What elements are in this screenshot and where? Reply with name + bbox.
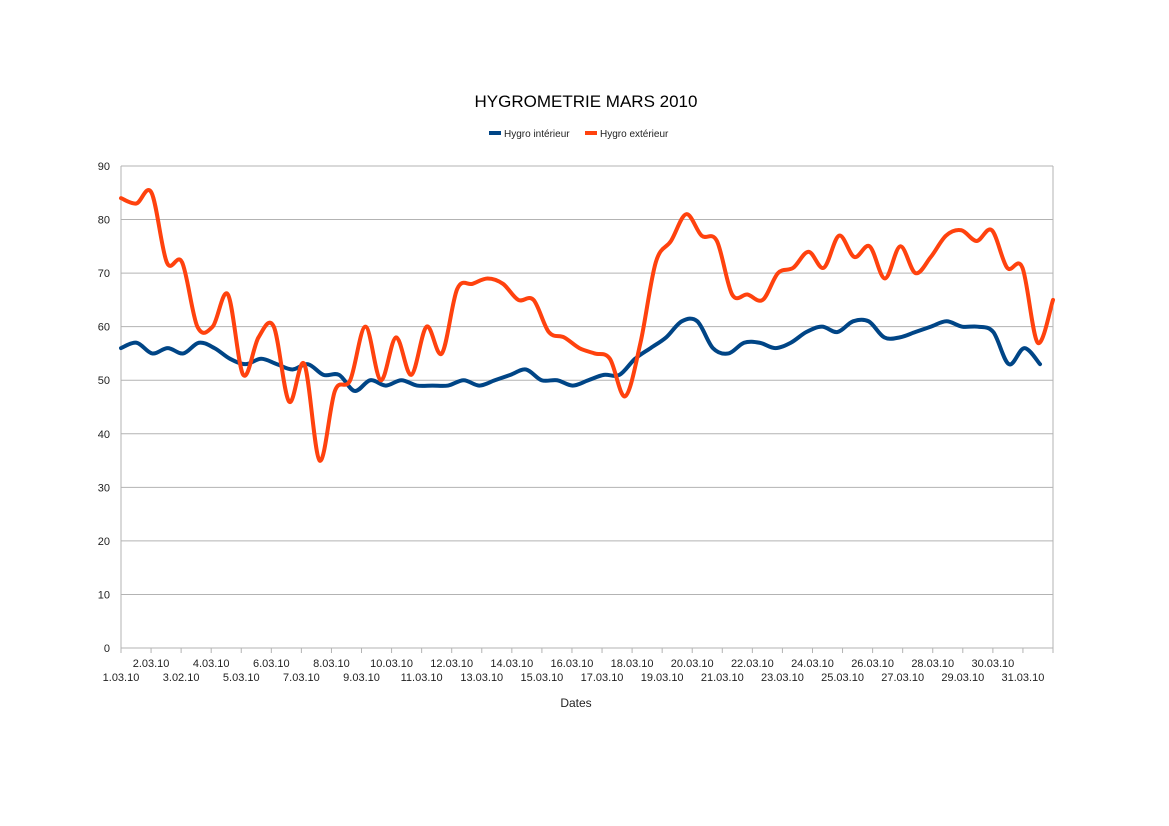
x-tick-label: 11.03.10 — [401, 672, 443, 684]
y-tick-label: 20 — [98, 536, 110, 548]
y-tick-label: 80 — [98, 215, 110, 227]
legend-swatch-exterieur — [585, 131, 597, 135]
grid — [120, 165, 1054, 649]
x-tick-label: 5.03.10 — [223, 672, 260, 684]
chart-title: HYGROMETRIE MARS 2010 — [475, 92, 698, 111]
x-tick-label: 14.03.10 — [490, 658, 533, 670]
x-axis-ticks: 1.03.10 2.03.10 3.02.10 4.03.10 5.03.10 6.03.… — [103, 648, 1054, 684]
y-tick-label: 60 — [98, 322, 110, 334]
y-tick-label: 40 — [98, 429, 110, 441]
x-tick-label: 19.03.10 — [641, 672, 684, 684]
x-tick-label: 13.03.10 — [460, 672, 503, 684]
y-tick-label: 30 — [98, 482, 110, 494]
x-tick-label: 23.03.10 — [761, 672, 804, 684]
legend-label-interieur: Hygro intérieur — [504, 129, 570, 140]
x-tick-label: 7.03.10 — [283, 672, 320, 684]
x-tick-label: 24.03.10 — [791, 658, 834, 670]
series-line-exterieur — [119, 188, 1055, 463]
legend-label-exterieur: Hygro extérieur — [600, 129, 669, 140]
x-tick-label: 3.02.10 — [163, 672, 200, 684]
x-tick-label: 28.03.10 — [911, 658, 954, 670]
series-lines — [119, 188, 1055, 463]
x-tick-label: 21.03.10 — [701, 672, 744, 684]
x-tick-label: 12.03.10 — [430, 658, 473, 670]
x-tick-label: 16.03.10 — [551, 658, 594, 670]
x-tick-label: 29.03.10 — [941, 672, 984, 684]
x-tick-label: 20.03.10 — [671, 658, 714, 670]
x-axis-label: Dates — [560, 696, 591, 710]
x-tick-label: 25.03.10 — [821, 672, 864, 684]
x-tick-label: 17.03.10 — [581, 672, 624, 684]
x-tick-label: 27.03.10 — [881, 672, 924, 684]
x-tick-label: 9.03.10 — [343, 672, 380, 684]
x-tick-label: 30.03.10 — [971, 658, 1014, 670]
y-tick-label: 50 — [98, 375, 110, 387]
x-tick-label: 2.03.10 — [133, 658, 170, 670]
y-tick-label: 90 — [98, 161, 110, 173]
x-tick-label: 18.03.10 — [611, 658, 654, 670]
x-tick-label: 1.03.10 — [103, 672, 140, 684]
y-tick-label: 10 — [98, 589, 110, 601]
x-tick-label: 6.03.10 — [253, 658, 290, 670]
x-tick-label: 22.03.10 — [731, 658, 774, 670]
x-tick-label: 31.03.10 — [1002, 672, 1045, 684]
x-tick-label: 26.03.10 — [851, 658, 894, 670]
x-tick-label: 10.03.10 — [370, 658, 413, 670]
legend: Hygro intérieur Hygro extérieur — [489, 129, 669, 140]
y-axis-ticks: 0 10 20 30 40 50 60 70 80 90 — [98, 161, 110, 655]
x-tick-label: 4.03.10 — [193, 658, 230, 670]
x-tick-label: 15.03.10 — [520, 672, 563, 684]
x-tick-label: 8.03.10 — [313, 658, 350, 670]
series-line-interieur — [119, 316, 1042, 393]
y-tick-label: 70 — [98, 268, 110, 280]
y-tick-label: 0 — [104, 643, 110, 655]
legend-swatch-interieur — [489, 131, 501, 135]
